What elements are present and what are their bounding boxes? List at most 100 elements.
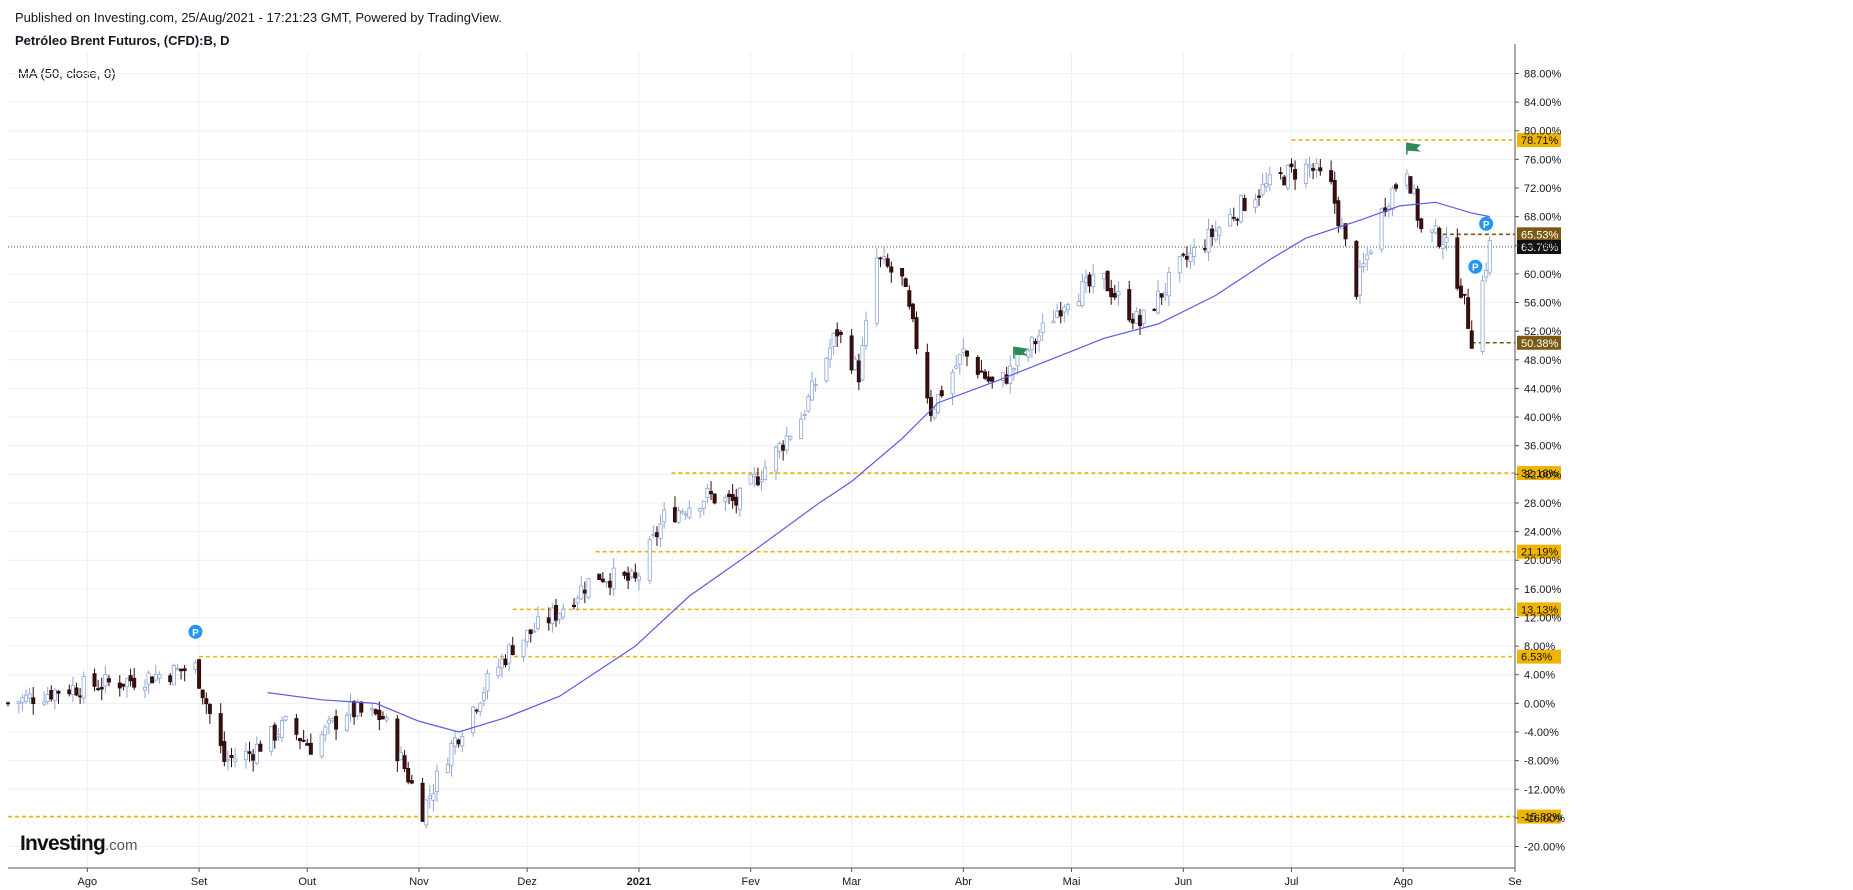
candle-body bbox=[961, 348, 966, 353]
level-badge bbox=[1517, 649, 1561, 664]
candle-body bbox=[1444, 237, 1449, 244]
candle-body bbox=[957, 354, 962, 365]
candle-body bbox=[1394, 184, 1399, 189]
candle-body bbox=[1440, 244, 1445, 249]
candle-body bbox=[334, 716, 339, 730]
level-badge bbox=[1517, 544, 1561, 559]
candle-body bbox=[1462, 293, 1467, 296]
candle-body bbox=[860, 344, 865, 381]
candle-body bbox=[838, 331, 843, 335]
candle-body bbox=[24, 694, 29, 702]
candle-body bbox=[1184, 256, 1189, 260]
candle-body bbox=[1188, 252, 1193, 262]
y-tick-label: 64.00% bbox=[1524, 240, 1562, 252]
candle-body bbox=[1412, 188, 1417, 194]
y-tick-label: 68.00% bbox=[1524, 212, 1562, 224]
x-tick-label: Jun bbox=[1174, 876, 1192, 888]
candle-body bbox=[521, 639, 526, 657]
y-tick-label: 28.00% bbox=[1524, 498, 1562, 510]
candle-body bbox=[925, 352, 930, 399]
candle-body bbox=[1343, 223, 1348, 240]
level-label: 32.18% bbox=[1521, 468, 1559, 480]
x-tick-label: Se bbox=[1508, 876, 1521, 888]
candle-body bbox=[737, 487, 742, 510]
candle-body bbox=[474, 709, 479, 712]
candle-body bbox=[986, 376, 991, 382]
candle-body bbox=[373, 709, 378, 715]
level-badge bbox=[1517, 335, 1561, 350]
x-tick-label: Set bbox=[191, 876, 208, 888]
p-marker-letter: P bbox=[1472, 263, 1479, 274]
y-tick-label: 0.00% bbox=[1524, 698, 1555, 710]
candle-body bbox=[153, 673, 158, 681]
y-tick-label: 20.00% bbox=[1524, 555, 1562, 567]
candle-body bbox=[561, 608, 566, 618]
candle-body bbox=[27, 693, 32, 699]
candle-body bbox=[727, 493, 732, 497]
candle-body bbox=[604, 581, 609, 584]
candle-body bbox=[319, 734, 324, 757]
candle-body bbox=[218, 713, 223, 746]
candle-body bbox=[683, 513, 688, 516]
candle-body bbox=[124, 678, 129, 688]
x-tick-label: Mar bbox=[842, 876, 861, 888]
candle-body bbox=[701, 500, 706, 509]
x-tick-label: 2021 bbox=[627, 876, 651, 888]
candle-body bbox=[323, 726, 328, 736]
candle-body bbox=[1001, 372, 1006, 381]
candle-body bbox=[676, 510, 681, 523]
candle-body bbox=[272, 724, 277, 741]
candle-body bbox=[258, 743, 263, 752]
y-tick-label: -4.00% bbox=[1524, 727, 1559, 739]
candle-body bbox=[298, 738, 303, 742]
x-axis: Ago Set Out Nov Dez 2021 Fev Mar Abr Mai Jun Jul Ago… bbox=[8, 867, 1522, 888]
candle-body bbox=[229, 755, 234, 759]
candle-body bbox=[856, 360, 861, 383]
candles bbox=[6, 156, 1492, 829]
level-label: 6.53% bbox=[1521, 652, 1552, 664]
candle-body bbox=[1336, 200, 1341, 226]
candle-body bbox=[1484, 270, 1489, 278]
candle-body bbox=[575, 597, 580, 604]
candle-body bbox=[864, 320, 869, 346]
candle-body bbox=[182, 668, 187, 672]
candle-body bbox=[755, 476, 760, 486]
candle-body bbox=[1231, 216, 1236, 219]
candle-body bbox=[471, 706, 476, 734]
y-tick-label: -8.00% bbox=[1524, 756, 1559, 768]
candle-body bbox=[171, 665, 176, 686]
candle-body bbox=[1260, 183, 1265, 195]
candle-body bbox=[647, 539, 652, 581]
candle-body bbox=[344, 714, 349, 731]
candle-body bbox=[395, 718, 400, 762]
candle-body bbox=[849, 335, 854, 371]
candle-body bbox=[117, 682, 122, 689]
candle-body bbox=[705, 488, 710, 498]
candle-body bbox=[572, 604, 577, 608]
candle-body bbox=[730, 494, 735, 501]
candle-body bbox=[132, 677, 137, 688]
candle-body bbox=[1026, 350, 1031, 358]
candle-body bbox=[435, 770, 440, 792]
candle-body bbox=[698, 508, 703, 512]
y-tick-label: -16.00% bbox=[1524, 813, 1565, 825]
candle-body bbox=[503, 658, 508, 666]
x-tick-label: Ago bbox=[78, 876, 98, 888]
candle-body bbox=[179, 668, 184, 672]
candle-body bbox=[445, 764, 450, 774]
candle-body bbox=[1152, 308, 1157, 311]
candle-body bbox=[402, 755, 407, 769]
ma-line bbox=[267, 201, 1490, 733]
candle-body bbox=[96, 688, 101, 691]
candle-body bbox=[535, 616, 540, 629]
y-tick-label: 56.00% bbox=[1524, 298, 1562, 310]
candle-body bbox=[662, 509, 667, 523]
x-tick-label: Jul bbox=[1284, 876, 1298, 888]
y-tick-label: 84.00% bbox=[1524, 97, 1562, 109]
y-tick-label: 76.00% bbox=[1524, 154, 1562, 166]
candle-body bbox=[773, 446, 778, 472]
candle-body bbox=[1390, 187, 1395, 211]
candle-body bbox=[1156, 290, 1161, 314]
candle-body bbox=[1480, 280, 1485, 352]
